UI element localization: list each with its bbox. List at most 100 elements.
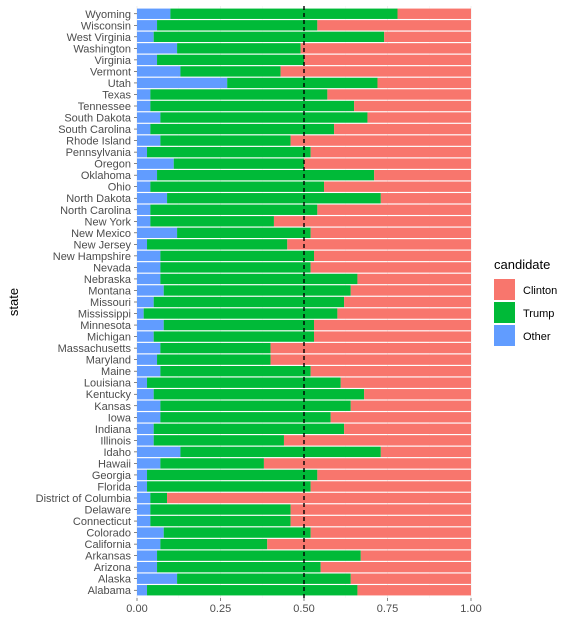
bar-segment-other xyxy=(137,31,154,43)
bar-segment-clinton xyxy=(317,20,471,31)
bar-segment-clinton xyxy=(290,504,471,515)
y-tick-label: Illinois xyxy=(100,435,131,447)
bar-segment-trump xyxy=(160,273,358,285)
y-tick-label: Wyoming xyxy=(85,9,131,21)
y-tick-label: California xyxy=(85,539,132,551)
bar-segment-clinton xyxy=(350,573,471,584)
bar-segment-other xyxy=(137,481,148,492)
bar-segment-other xyxy=(137,250,161,262)
legend: candidate Clinton Trump Other xyxy=(494,257,557,346)
bar-segment-other xyxy=(137,8,171,19)
bar-segment-other xyxy=(137,77,228,89)
bar-segment-trump xyxy=(153,423,345,435)
bar-segment-trump xyxy=(157,561,321,573)
bar-segment-clinton xyxy=(320,561,471,573)
bar-segment-trump xyxy=(153,389,365,400)
bar-segment-trump xyxy=(150,100,355,112)
bar-segment-trump xyxy=(147,481,311,492)
legend-title: candidate xyxy=(494,257,550,272)
x-tick-label: 0.25 xyxy=(210,603,231,615)
bar-segment-trump xyxy=(160,112,368,123)
x-tick-label: 1.00 xyxy=(460,603,481,615)
bar-segment-trump xyxy=(160,458,264,469)
bar-segment-trump xyxy=(150,89,328,100)
bar-segment-trump xyxy=(170,8,398,19)
y-tick-label: Wisconsin xyxy=(81,20,131,32)
bar-segment-trump xyxy=(150,216,274,227)
y-tick-label: Connecticut xyxy=(73,516,131,528)
bar-segment-other xyxy=(137,400,161,411)
bar-segment-clinton xyxy=(283,435,471,446)
bar-segment-other xyxy=(137,123,151,135)
bar-segment-other xyxy=(137,492,151,504)
bar-segment-clinton xyxy=(270,342,471,354)
bar-segment-trump xyxy=(163,319,315,331)
bar-segment-trump xyxy=(180,446,381,458)
y-tick-label: Kentucky xyxy=(86,389,132,401)
legend-key-trump xyxy=(494,302,515,323)
bar-segment-clinton xyxy=(330,412,471,423)
y-tick-label: Pennsylvania xyxy=(66,147,132,159)
y-tick-label: Alaska xyxy=(98,574,132,586)
bar-segment-trump xyxy=(157,20,318,31)
bar-segment-trump xyxy=(147,146,311,158)
y-tick-label: North Dakota xyxy=(66,193,132,205)
bar-segment-other xyxy=(137,100,151,112)
bar-segment-other xyxy=(137,66,181,77)
bar-segment-clinton xyxy=(270,354,471,365)
bar-segment-clinton xyxy=(287,239,471,250)
bar-segment-trump xyxy=(160,250,315,262)
legend-label-trump: Trump xyxy=(523,308,554,320)
y-tick-label: Virginia xyxy=(95,55,132,67)
y-tick-label: Florida xyxy=(97,481,132,493)
bar-segment-trump xyxy=(150,515,291,527)
legend-label-clinton: Clinton xyxy=(523,285,557,297)
y-tick-label: Nevada xyxy=(93,262,132,274)
bar-segment-clinton xyxy=(310,527,471,538)
bar-segment-clinton xyxy=(314,250,471,262)
y-tick-label: Utah xyxy=(108,78,131,90)
bar-segment-trump xyxy=(177,43,301,54)
bar-segment-trump xyxy=(160,262,311,273)
y-tick-label: North Carolina xyxy=(60,205,132,217)
y-tick-label: Oklahoma xyxy=(81,170,132,182)
bar-segment-other xyxy=(137,308,144,319)
bar-segment-trump xyxy=(160,538,268,550)
bar-segment-other xyxy=(137,504,151,515)
bar-segment-clinton xyxy=(317,204,471,215)
bar-segment-clinton xyxy=(290,135,471,146)
bar-segment-clinton xyxy=(304,158,471,169)
bar-segment-trump xyxy=(160,412,331,423)
bar-segment-trump xyxy=(147,239,288,250)
bar-segment-clinton xyxy=(360,550,471,561)
y-tick-label: Arkansas xyxy=(85,551,131,563)
bar-segment-clinton xyxy=(290,515,471,527)
x-tick-label: 0.50 xyxy=(293,603,314,615)
y-tick-label: Texas xyxy=(102,89,131,101)
y-tick-label: Tennessee xyxy=(78,101,131,113)
bar-segment-trump xyxy=(150,123,335,135)
y-tick-label: South Carolina xyxy=(58,124,132,136)
y-tick-label: New Jersey xyxy=(74,239,132,251)
bar-segment-other xyxy=(137,446,181,458)
bar-segment-trump xyxy=(147,469,318,481)
bar-segment-clinton xyxy=(384,31,471,43)
bar-segment-clinton xyxy=(380,446,471,458)
bar-segment-trump xyxy=(150,504,291,515)
bar-segment-other xyxy=(137,193,168,204)
bar-segment-clinton xyxy=(263,458,471,469)
bar-segment-other xyxy=(137,458,161,469)
bar-segment-other xyxy=(137,377,148,388)
bar-segment-other xyxy=(137,515,151,527)
bar-segment-other xyxy=(137,423,154,435)
bar-segment-trump xyxy=(157,550,361,561)
bar-segment-other xyxy=(137,354,158,365)
bar-segment-other xyxy=(137,365,161,377)
bar-segment-clinton xyxy=(380,193,471,204)
bar-segment-trump xyxy=(160,135,291,146)
bar-segment-other xyxy=(137,204,151,215)
bar-segment-other xyxy=(137,146,148,158)
y-tick-label: Iowa xyxy=(108,412,132,424)
bar-segment-clinton xyxy=(310,227,471,239)
bar-segment-trump xyxy=(163,285,351,296)
